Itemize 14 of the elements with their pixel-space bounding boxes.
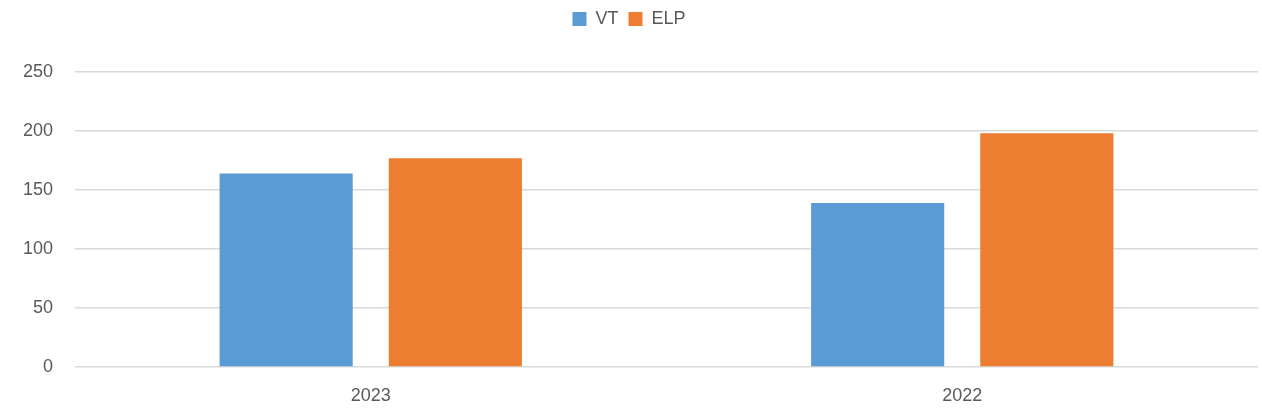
legend-label: VT xyxy=(595,7,619,28)
x-tick-label: 2023 xyxy=(350,384,391,405)
y-tick-label: 50 xyxy=(32,296,53,317)
y-tick-label: 250 xyxy=(22,60,53,81)
bar xyxy=(811,202,945,367)
y-tick-label: 200 xyxy=(22,119,53,140)
bar xyxy=(980,133,1114,367)
y-tick-label: 0 xyxy=(42,355,53,376)
bar xyxy=(219,173,353,367)
legend-label: ELP xyxy=(651,7,686,28)
y-tick-label: 150 xyxy=(22,178,53,199)
y-tick-label: 100 xyxy=(22,237,53,258)
x-tick-label: 2022 xyxy=(942,384,983,405)
bar xyxy=(388,158,522,367)
